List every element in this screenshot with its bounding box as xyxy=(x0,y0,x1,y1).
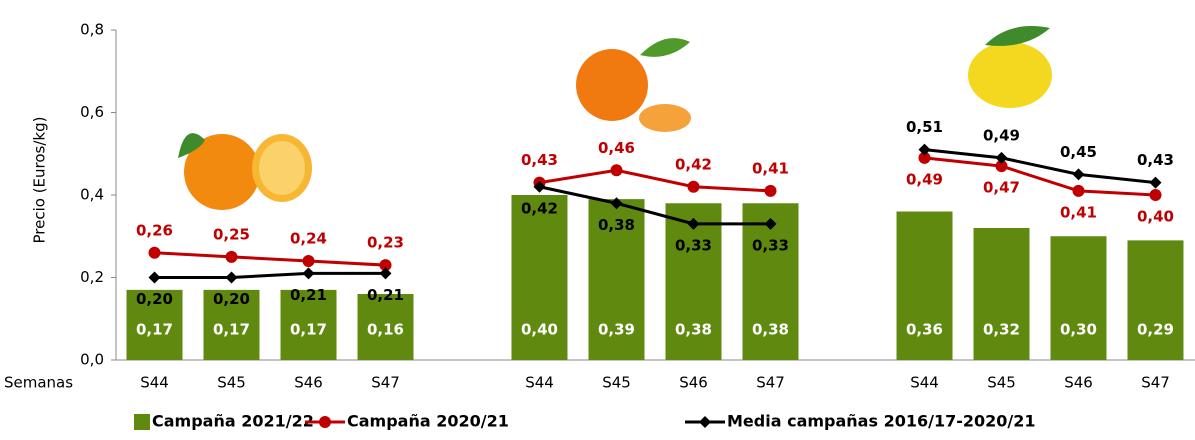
legend-marker xyxy=(319,416,331,428)
bar-value-label: 0,38 xyxy=(675,321,712,339)
y-tick-label: 0,8 xyxy=(80,21,104,39)
bar xyxy=(974,228,1030,360)
line-value-label: 0,41 xyxy=(752,159,789,177)
line-value-label: 0,33 xyxy=(675,236,712,254)
line-value-label: 0,40 xyxy=(1137,208,1174,226)
x-tick-label: S46 xyxy=(679,374,708,392)
line-marker xyxy=(1150,189,1162,201)
line-value-label: 0,42 xyxy=(675,155,712,173)
legend-label: Campaña 2021/22 xyxy=(152,412,314,431)
line-value-label: 0,20 xyxy=(213,290,250,308)
line-value-label: 0,24 xyxy=(290,230,327,248)
line-marker xyxy=(1073,168,1085,180)
x-tick-label: S44 xyxy=(525,374,554,392)
x-tick-label: S44 xyxy=(140,374,169,392)
x-tick-label: S47 xyxy=(756,374,785,392)
bar-value-label: 0,39 xyxy=(598,321,635,339)
line-value-label: 0,51 xyxy=(906,118,943,136)
y-tick-label: 0,2 xyxy=(80,268,104,286)
line-marker xyxy=(688,181,700,193)
line-value-label: 0,49 xyxy=(983,126,1020,144)
line-marker xyxy=(1073,185,1085,197)
line-value-label: 0,47 xyxy=(983,179,1020,197)
x-tick-label: S47 xyxy=(371,374,400,392)
line-marker xyxy=(226,251,238,263)
bar-value-label: 0,30 xyxy=(1060,321,1097,339)
line-marker xyxy=(611,164,623,176)
bar-value-label: 0,17 xyxy=(290,321,327,339)
line-marker xyxy=(149,272,161,284)
line-value-label: 0,33 xyxy=(752,236,789,254)
bar-value-label: 0,17 xyxy=(136,321,173,339)
line-marker xyxy=(765,185,777,197)
chart: Precio (Euros/kg) Semanas 0,0 0,2 0,4 0,6 0,… xyxy=(0,0,1195,436)
line-marker xyxy=(149,247,161,259)
lemon-illustration xyxy=(968,26,1052,108)
line-marker xyxy=(226,272,238,284)
bar-value-label: 0,16 xyxy=(367,321,404,339)
line-value-label: 0,42 xyxy=(521,199,558,217)
y-tick-label: 0,6 xyxy=(80,103,104,121)
y-tick-label: 0,0 xyxy=(80,351,104,369)
x-tick-label: S45 xyxy=(602,374,631,392)
x-tick-label: S44 xyxy=(910,374,939,392)
bar-value-label: 0,17 xyxy=(213,321,250,339)
x-tick-label: S47 xyxy=(1141,374,1170,392)
x-tick-label: S45 xyxy=(987,374,1016,392)
bar-value-label: 0,36 xyxy=(906,321,943,339)
line-value-label: 0,41 xyxy=(1060,203,1097,221)
line-value-label: 0,45 xyxy=(1060,143,1097,161)
legend-label: Media campañas 2016/17-2020/21 xyxy=(727,412,1035,431)
line-value-label: 0,43 xyxy=(521,151,558,169)
line-value-label: 0,23 xyxy=(367,234,404,252)
page: {"chart_data": { "type": "bar-line", "y_… xyxy=(0,0,1195,436)
legend-swatch xyxy=(134,414,150,430)
bar-value-label: 0,29 xyxy=(1137,321,1174,339)
bar-value-label: 0,32 xyxy=(983,321,1020,339)
bar-value-label: 0,40 xyxy=(521,321,558,339)
legend-marker xyxy=(699,416,711,428)
line-value-label: 0,46 xyxy=(598,139,635,157)
line-value-label: 0,49 xyxy=(906,170,943,188)
line-value-label: 0,38 xyxy=(598,216,635,234)
line-value-label: 0,25 xyxy=(213,225,250,243)
line-value-label: 0,26 xyxy=(136,221,173,239)
orange-illustration xyxy=(178,133,312,210)
y-tick-label: 0,4 xyxy=(80,186,104,204)
bar-value-label: 0,38 xyxy=(752,321,789,339)
line-marker xyxy=(1150,177,1162,189)
line-value-label: 0,43 xyxy=(1137,151,1174,169)
bar xyxy=(1051,236,1107,360)
x-tick-label: S46 xyxy=(1064,374,1093,392)
x-axis-title: Semanas xyxy=(4,374,73,392)
y-axis-title: Precio (Euros/kg) xyxy=(31,117,49,244)
line-value-label: 0,21 xyxy=(290,286,327,304)
line-value-label: 0,20 xyxy=(136,290,173,308)
legend-label: Campaña 2020/21 xyxy=(347,412,509,431)
x-tick-label: S46 xyxy=(294,374,323,392)
x-tick-label: S45 xyxy=(217,374,246,392)
bar xyxy=(1128,240,1184,360)
line-marker xyxy=(303,267,315,279)
line-value-label: 0,21 xyxy=(367,286,404,304)
line-marker xyxy=(303,255,315,267)
mandarin-illustration xyxy=(576,38,691,132)
